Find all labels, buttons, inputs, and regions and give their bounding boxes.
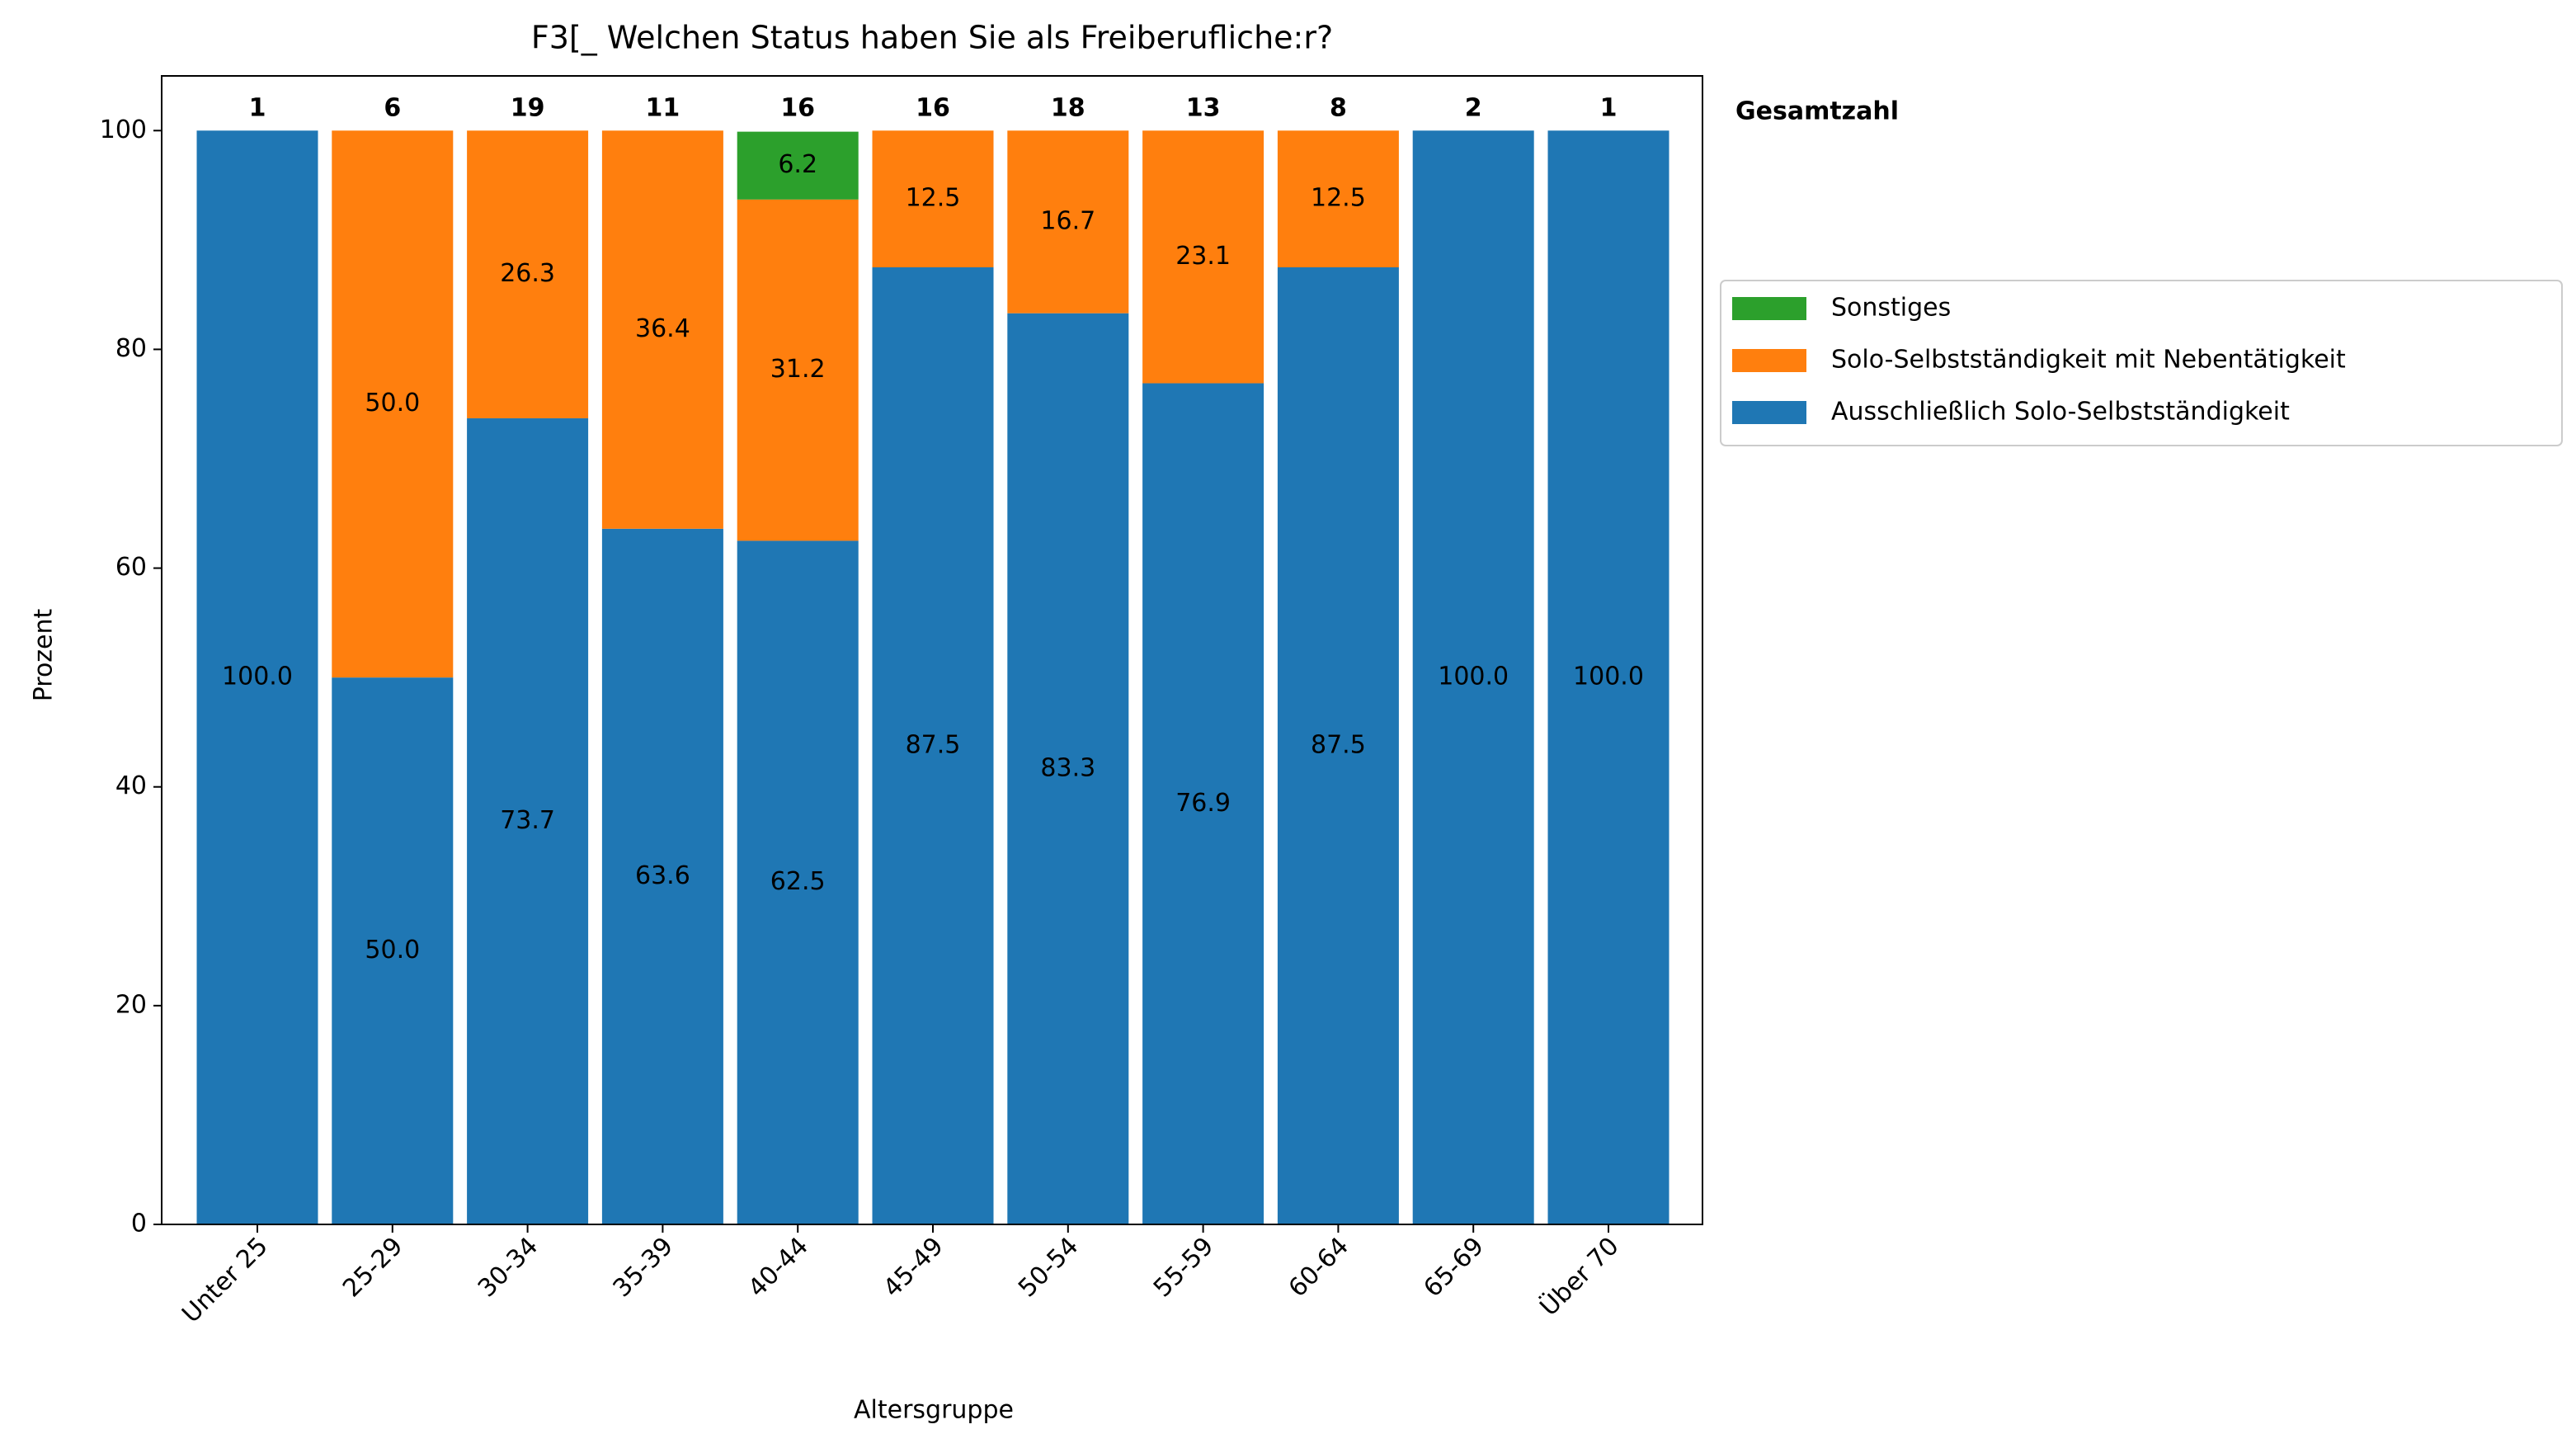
bar-segment xyxy=(332,677,454,1224)
bar-segment xyxy=(1547,130,1669,1224)
y-tick-label: 80 xyxy=(115,334,147,363)
value-label: 73.7 xyxy=(500,806,555,835)
legend-label: Ausschließlich Solo-Selbstständigkeit xyxy=(1831,398,2290,427)
legend-swatch xyxy=(1732,297,1806,320)
legend-label: Solo-Selbstständigkeit mit Nebentätigkei… xyxy=(1831,346,2346,375)
plot-frame xyxy=(161,75,1703,1225)
bar-segment xyxy=(601,528,723,1224)
total-label: 2 xyxy=(1465,94,1482,123)
y-tick-label: 40 xyxy=(115,771,147,800)
y-axis-label: Prozent xyxy=(30,608,59,701)
x-tick-label: 30-34 xyxy=(473,1232,544,1303)
bar-segment xyxy=(737,199,859,541)
x-tick-label: 25-29 xyxy=(337,1232,408,1303)
legend-box xyxy=(1720,280,2563,446)
value-label: 100.0 xyxy=(1438,663,1509,691)
value-label: 12.5 xyxy=(906,184,961,213)
bar-segment xyxy=(1277,130,1399,267)
x-tick-label: Unter 25 xyxy=(177,1232,274,1329)
bar-segment xyxy=(332,130,454,678)
value-label: 50.0 xyxy=(365,936,420,965)
value-label: 6.2 xyxy=(778,150,817,179)
value-label: 31.2 xyxy=(770,355,826,384)
value-label: 50.0 xyxy=(365,389,420,417)
value-label: 62.5 xyxy=(770,867,826,896)
total-label: 6 xyxy=(384,94,401,123)
value-label: 16.7 xyxy=(1040,206,1095,235)
total-label: 16 xyxy=(780,94,815,123)
x-tick-label: 60-64 xyxy=(1283,1232,1354,1303)
x-tick-label: 45-49 xyxy=(878,1232,949,1303)
chart-title: F3[_ Welchen Status haben Sie als Freibe… xyxy=(531,20,1333,56)
value-label: 26.3 xyxy=(500,259,555,288)
bar-segment xyxy=(1277,267,1399,1224)
y-tick-label: 0 xyxy=(131,1210,147,1238)
value-label: 100.0 xyxy=(222,663,293,691)
total-label: 19 xyxy=(511,94,545,123)
bar-segment xyxy=(1007,130,1129,314)
x-axis-label: Altersgruppe xyxy=(854,1396,1014,1425)
legend-swatch xyxy=(1732,401,1806,424)
value-label: 76.9 xyxy=(1175,789,1231,818)
total-label: 1 xyxy=(249,94,266,123)
value-label: 83.3 xyxy=(1040,753,1095,782)
total-label: 1 xyxy=(1600,94,1618,123)
value-label: 23.1 xyxy=(1175,242,1231,271)
bar-segment xyxy=(196,130,318,1224)
total-label: 13 xyxy=(1186,94,1221,123)
bar-segment xyxy=(1412,130,1534,1224)
bar-segment xyxy=(737,540,859,1224)
bar-segment xyxy=(737,131,859,200)
y-tick-label: 60 xyxy=(115,553,147,582)
legend-label: Sonstiges xyxy=(1831,294,1951,323)
value-label: 100.0 xyxy=(1573,663,1644,691)
value-label: 63.6 xyxy=(635,861,690,890)
y-tick-label: 20 xyxy=(115,990,147,1019)
totals-heading: Gesamtzahl xyxy=(1735,97,1899,126)
x-tick-label: 65-69 xyxy=(1418,1232,1489,1303)
legend-swatch xyxy=(1732,349,1806,372)
bar-segment xyxy=(1142,130,1264,384)
total-label: 11 xyxy=(646,94,680,123)
bar-segment xyxy=(601,130,723,529)
bar-segment xyxy=(467,417,589,1224)
bar-segment xyxy=(467,130,589,418)
bar-segment xyxy=(872,130,994,267)
value-label: 12.5 xyxy=(1311,184,1366,213)
value-label: 87.5 xyxy=(1311,731,1366,760)
bar-segment xyxy=(872,267,994,1224)
x-tick-label: 35-39 xyxy=(608,1232,679,1303)
total-label: 8 xyxy=(1330,94,1347,123)
y-tick-label: 100 xyxy=(100,116,147,144)
value-label: 36.4 xyxy=(635,314,690,343)
x-tick-label: Über 70 xyxy=(1534,1231,1625,1322)
x-tick-label: 55-59 xyxy=(1148,1232,1219,1303)
x-tick-label: 40-44 xyxy=(742,1232,813,1303)
value-label: 87.5 xyxy=(906,731,961,760)
total-label: 16 xyxy=(916,94,950,123)
x-tick-label: 50-54 xyxy=(1013,1232,1084,1303)
bar-segment xyxy=(1007,313,1129,1225)
bar-segment xyxy=(1142,383,1264,1224)
total-label: 18 xyxy=(1051,94,1085,123)
